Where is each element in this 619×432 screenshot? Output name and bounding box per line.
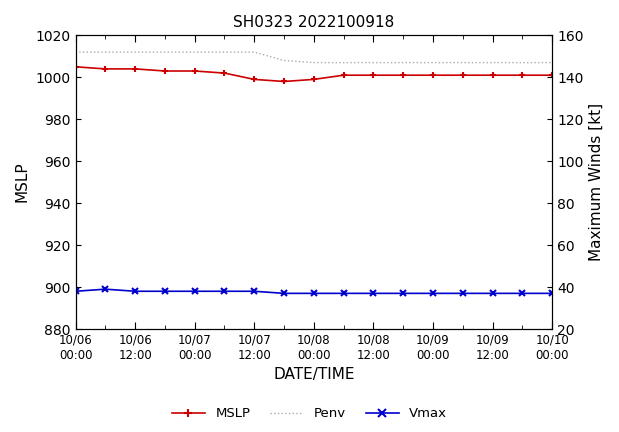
- MSLP: [429, 73, 436, 78]
- MSLP: [191, 68, 199, 73]
- MSLP: [251, 77, 258, 82]
- MSLP: [221, 70, 228, 76]
- MSLP: [280, 79, 288, 84]
- MSLP: [370, 73, 377, 78]
- Vmax: [340, 291, 347, 296]
- MSLP: [608, 75, 615, 80]
- MSLP: [131, 66, 139, 71]
- Vmax: [131, 289, 139, 294]
- Penv: [578, 60, 586, 65]
- Vmax: [102, 286, 109, 292]
- Title: SH0323 2022100918: SH0323 2022100918: [233, 15, 394, 30]
- Penv: [280, 58, 288, 63]
- Penv: [370, 60, 377, 65]
- MSLP: [578, 73, 586, 78]
- Vmax: [310, 291, 318, 296]
- Vmax: [251, 289, 258, 294]
- MSLP: [459, 73, 467, 78]
- Vmax: [221, 289, 228, 294]
- Penv: [221, 50, 228, 55]
- Penv: [251, 50, 258, 55]
- Legend: MSLP, Penv, Vmax: MSLP, Penv, Vmax: [167, 402, 452, 426]
- Y-axis label: MSLP: MSLP: [15, 162, 30, 203]
- MSLP: [548, 73, 556, 78]
- Penv: [310, 60, 318, 65]
- Line: Penv: Penv: [76, 52, 619, 63]
- Vmax: [548, 291, 556, 296]
- Vmax: [370, 291, 377, 296]
- Penv: [72, 50, 79, 55]
- Penv: [519, 60, 526, 65]
- Penv: [489, 60, 496, 65]
- Penv: [608, 60, 615, 65]
- Vmax: [489, 291, 496, 296]
- Penv: [429, 60, 436, 65]
- Vmax: [519, 291, 526, 296]
- X-axis label: DATE/TIME: DATE/TIME: [273, 368, 355, 382]
- MSLP: [102, 66, 109, 71]
- Penv: [161, 50, 168, 55]
- Penv: [131, 50, 139, 55]
- Vmax: [399, 291, 407, 296]
- Vmax: [280, 291, 288, 296]
- Penv: [399, 60, 407, 65]
- MSLP: [310, 77, 318, 82]
- MSLP: [489, 73, 496, 78]
- MSLP: [340, 73, 347, 78]
- Penv: [191, 50, 199, 55]
- Penv: [340, 60, 347, 65]
- Vmax: [72, 289, 79, 294]
- Penv: [102, 50, 109, 55]
- Vmax: [578, 291, 586, 296]
- Vmax: [459, 291, 467, 296]
- MSLP: [519, 73, 526, 78]
- Penv: [548, 60, 556, 65]
- Vmax: [161, 289, 168, 294]
- Vmax: [191, 289, 199, 294]
- Vmax: [429, 291, 436, 296]
- Line: MSLP: MSLP: [72, 64, 619, 87]
- Line: Vmax: Vmax: [72, 280, 619, 299]
- MSLP: [72, 64, 79, 70]
- MSLP: [399, 73, 407, 78]
- Y-axis label: Maximum Winds [kt]: Maximum Winds [kt]: [589, 103, 604, 261]
- MSLP: [161, 68, 168, 73]
- Penv: [459, 60, 467, 65]
- Vmax: [608, 291, 615, 296]
